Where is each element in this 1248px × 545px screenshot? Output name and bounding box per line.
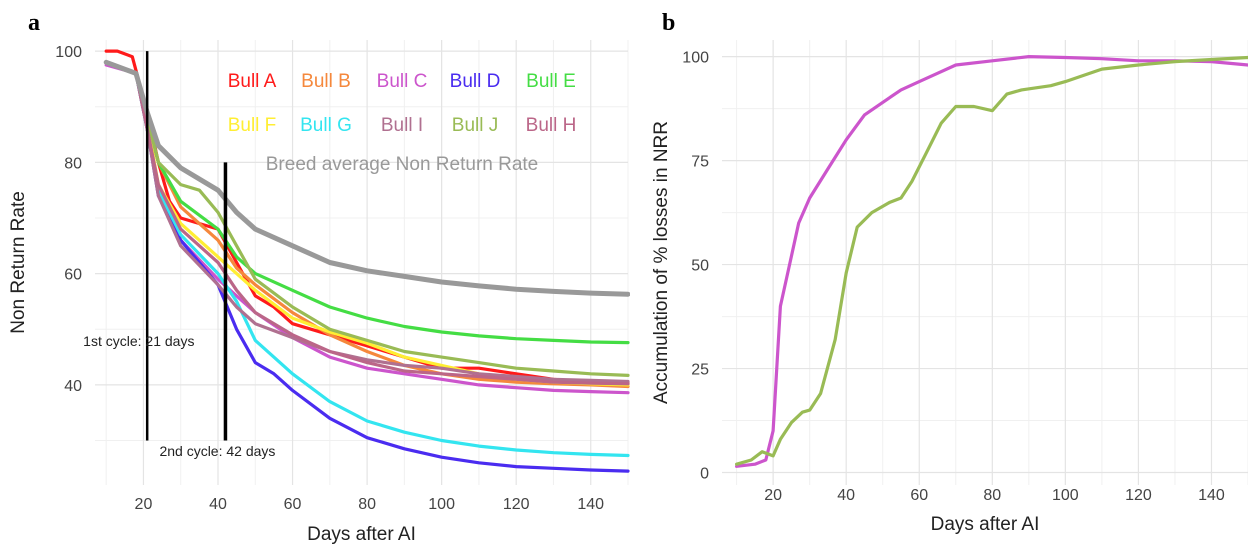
series-line-breed-average (103, 59, 630, 297)
series-lines (103, 49, 630, 473)
x-tick-label: 40 (209, 496, 227, 513)
panel-letter-a: a (28, 10, 40, 36)
x-tick-label: 60 (284, 496, 302, 513)
y-tick-label: 100 (682, 50, 709, 67)
y-axis-title: Accumulation of % losses in NRR (651, 121, 672, 404)
series-line-series-1 (735, 55, 1248, 468)
legend-item: Bull I (381, 115, 423, 136)
y-tick-label: 25 (691, 362, 709, 379)
legend-item: Bull D (450, 71, 501, 92)
x-axis-title: Days after AI (307, 524, 416, 545)
legend-item: Bull A (228, 71, 277, 92)
x-tick-label: 140 (1198, 487, 1225, 504)
series-lines (735, 55, 1248, 468)
legend-item: Bull H (526, 115, 577, 136)
x-axis-title: Days after AI (931, 514, 1040, 535)
legend-item: Bull J (452, 115, 498, 136)
chart-panel-a: 20 40 60 80 100 120 140 40 60 80 100 Days after AI N… (8, 40, 630, 545)
x-tick-label: 80 (983, 487, 1001, 504)
series-line-bull-h (104, 60, 630, 386)
chart-panel-b: 20 40 60 80 100 120 140 0 25 50 75 100 Days after AI… (651, 40, 1248, 535)
legend-item: Bull G (300, 115, 352, 136)
legend-item: Bull E (526, 71, 576, 92)
x-tick-label: 100 (1052, 487, 1079, 504)
x-tick-label: 60 (910, 487, 928, 504)
y-tick-label: 50 (691, 258, 709, 275)
y-tick-label: 75 (691, 154, 709, 171)
x-tick-label: 20 (135, 496, 153, 513)
x-tick-label: 80 (358, 496, 376, 513)
legend-item: Bull C (377, 71, 428, 92)
x-tick-label: 40 (837, 487, 855, 504)
x-tick-label: 120 (1125, 487, 1152, 504)
legend-item: Bull F (228, 115, 277, 136)
y-tick-label: 0 (700, 466, 709, 483)
cycle-2-label: 2nd cycle: 42 days (159, 443, 275, 459)
x-tick-label: 20 (764, 487, 782, 504)
grid (722, 40, 1248, 485)
series-line-series-2 (735, 55, 1248, 466)
y-tick-label: 60 (64, 267, 82, 284)
legend: Bull A Bull B Bull C Bull D Bull E Bull F Bull… (228, 71, 577, 136)
x-tick-label: 120 (503, 496, 530, 513)
breed-average-label: Breed average Non Return Rate (266, 154, 539, 175)
series-line-bull-j (104, 60, 630, 377)
y-axis-title: Non Return Rate (8, 191, 29, 334)
y-tick-label: 100 (55, 44, 82, 61)
x-tick-label: 140 (577, 496, 604, 513)
y-tick-label: 80 (64, 155, 82, 172)
legend-item: Bull B (301, 71, 351, 92)
cycle-1-label: 1st cycle: 21 days (83, 333, 194, 349)
panel-letter-b: b (662, 10, 675, 36)
y-tick-label: 40 (64, 378, 82, 395)
x-tick-label: 100 (428, 496, 455, 513)
